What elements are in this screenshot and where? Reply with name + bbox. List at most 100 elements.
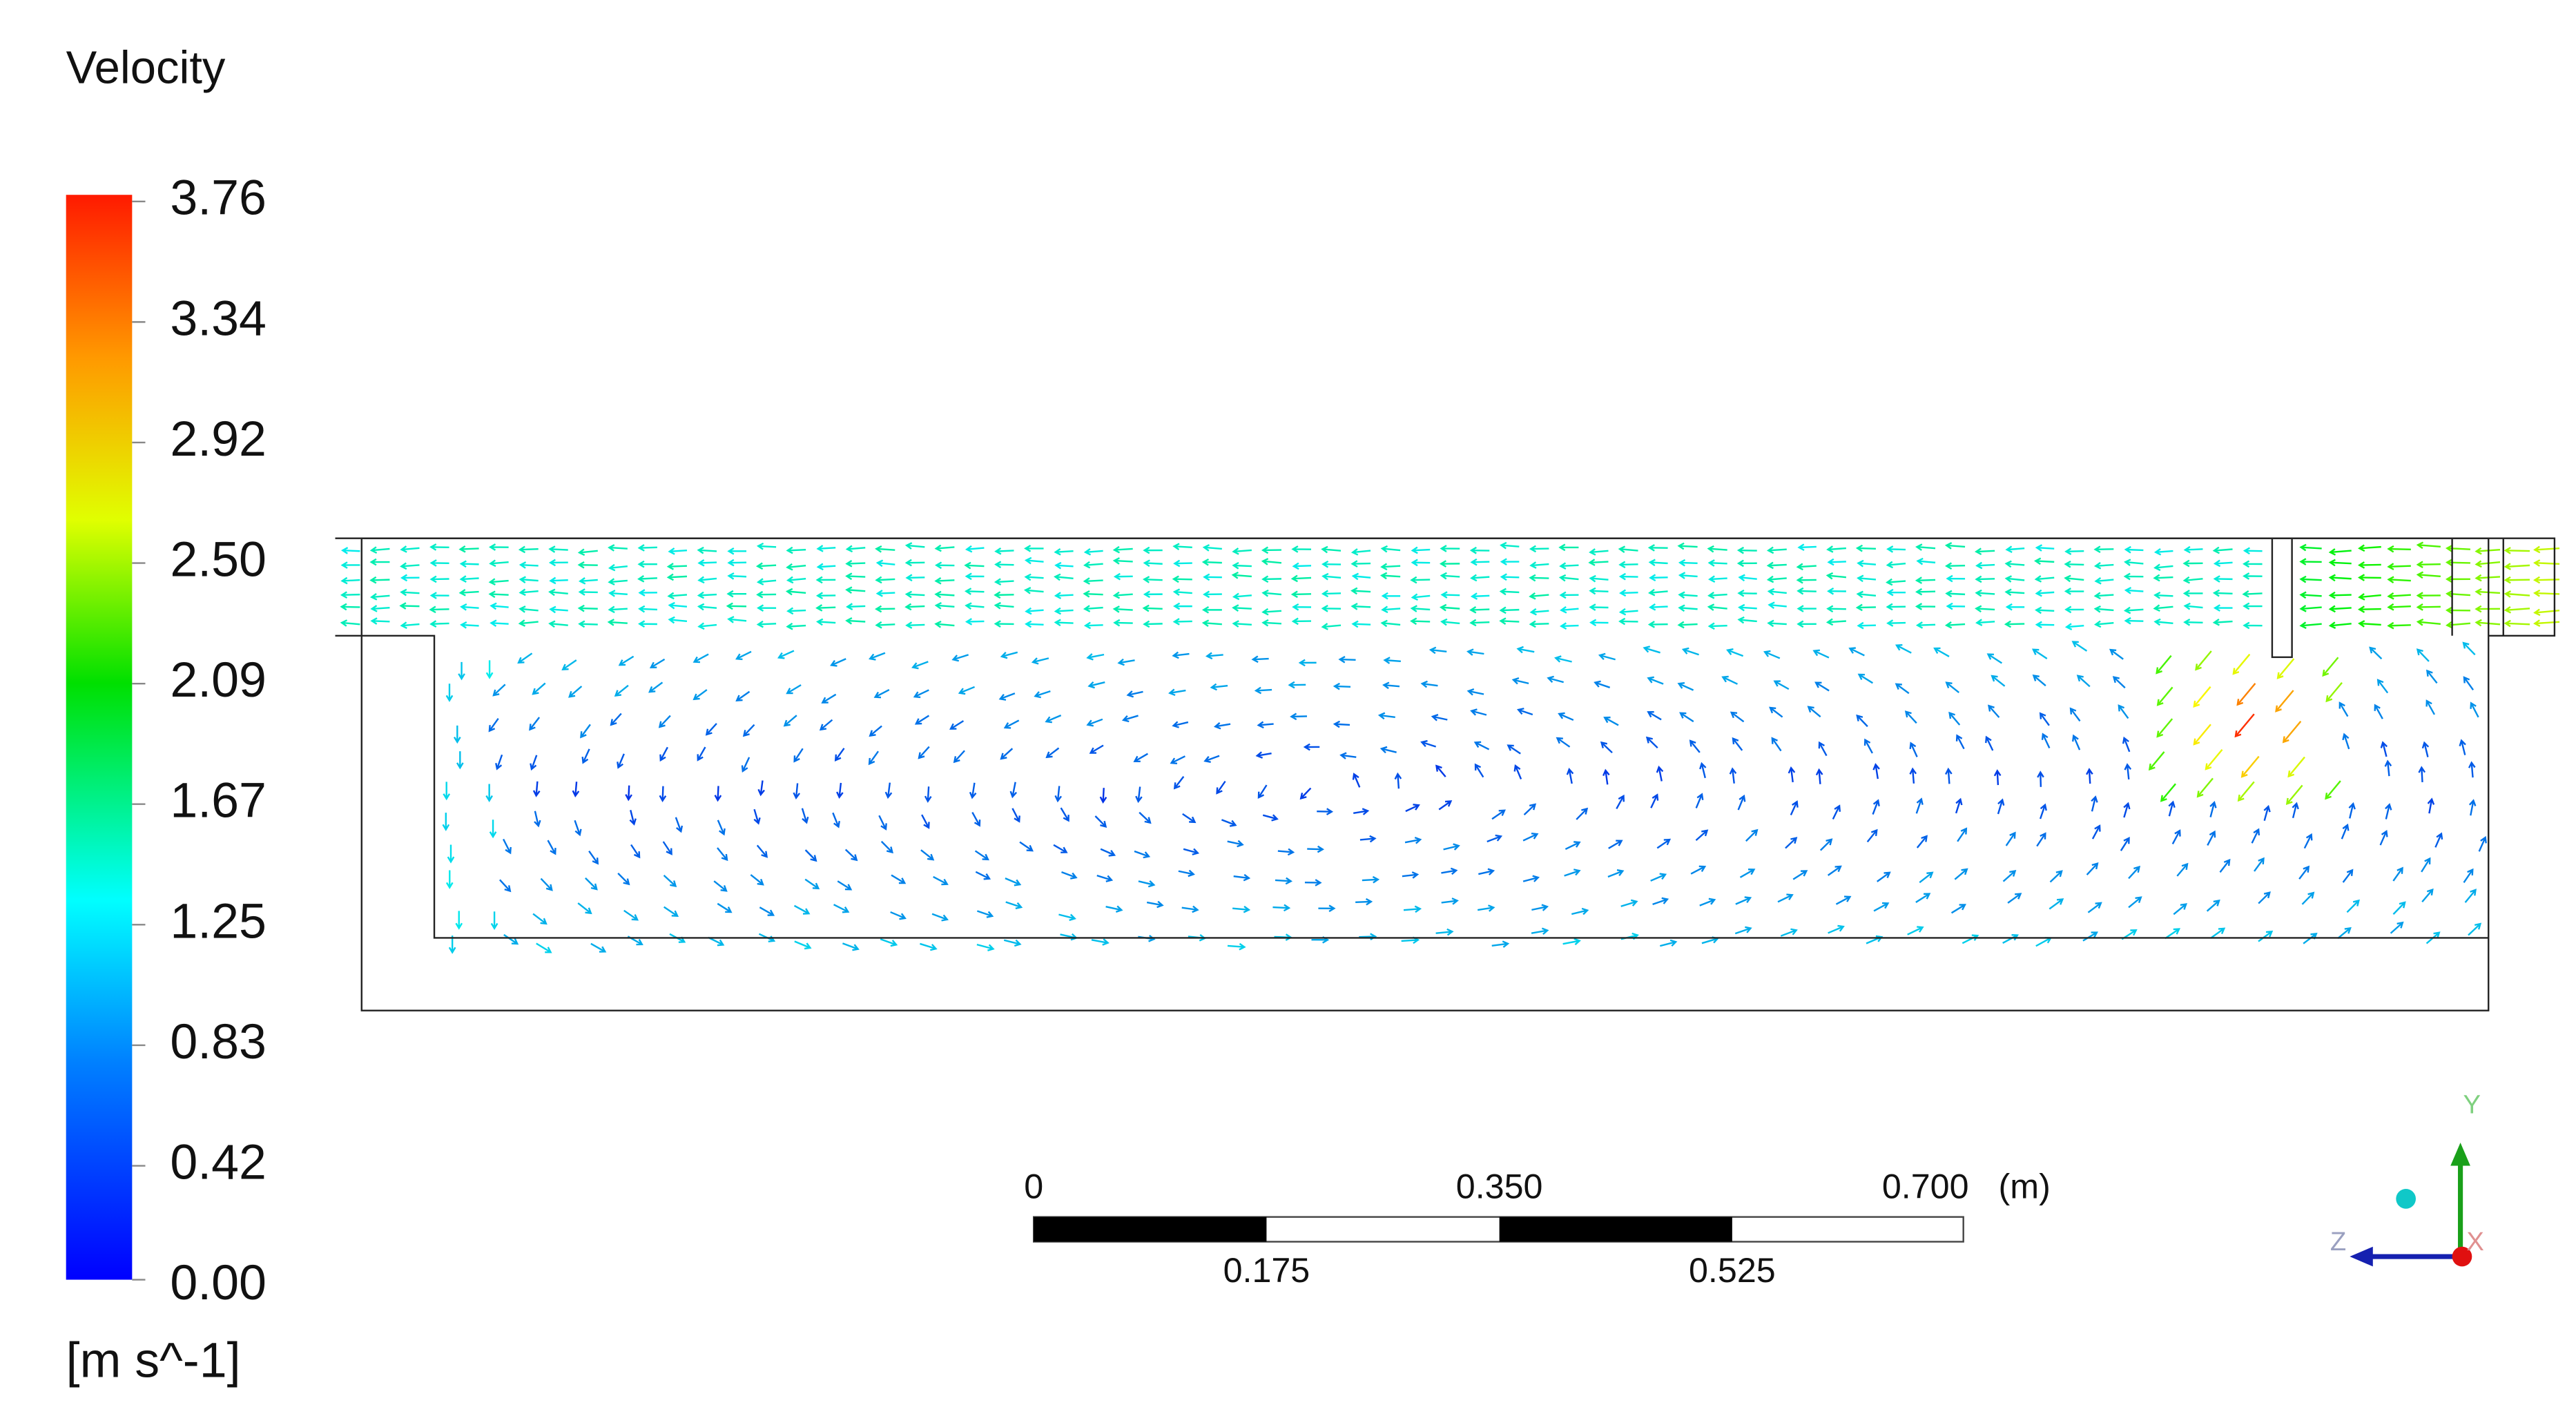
- velocity-vector: [2459, 739, 2466, 755]
- velocity-vector: [1873, 902, 1890, 912]
- velocity-vector: [2328, 559, 2352, 567]
- velocity-vector: [1679, 712, 1694, 723]
- velocity-vector: [1608, 840, 1623, 849]
- velocity-vector: [1172, 588, 1192, 596]
- velocity-vector: [534, 811, 541, 828]
- velocity-vector: [1988, 704, 2000, 718]
- velocity-vector: [1380, 619, 1401, 628]
- velocity-vector: [453, 725, 461, 744]
- velocity-vector: [1985, 735, 1994, 751]
- velocity-vector: [1443, 843, 1460, 851]
- velocity-vector: [1589, 548, 1609, 556]
- velocity-vector: [1380, 545, 1401, 553]
- velocity-vector: [399, 602, 420, 610]
- velocity-vector: [1735, 896, 1752, 905]
- velocity-vector: [2242, 590, 2263, 598]
- velocity-vector: [518, 545, 539, 554]
- velocity-vector: [668, 616, 688, 624]
- velocity-vector: [2243, 572, 2263, 580]
- velocity-vector: [801, 808, 809, 824]
- velocity-vector: [1205, 652, 1223, 660]
- velocity-vector: [1529, 620, 1549, 628]
- velocity-vector: [1350, 548, 1371, 556]
- velocity-vector: [1435, 928, 1454, 936]
- velocity-vector: [1826, 605, 1846, 613]
- velocity-vector: [1142, 576, 1163, 583]
- velocity-vector: [974, 850, 989, 861]
- velocity-vector: [1173, 776, 1185, 790]
- velocity-vector: [1232, 561, 1252, 570]
- legend-title: Velocity: [66, 42, 226, 94]
- velocity-vector: [994, 591, 1014, 599]
- velocity-vector: [994, 561, 1014, 569]
- top-channel: [335, 537, 2556, 637]
- velocity-vector: [830, 658, 846, 667]
- velocity-vector: [2322, 657, 2339, 677]
- velocity-vector: [2210, 927, 2226, 939]
- velocity-vector: [1113, 572, 1133, 581]
- velocity-vector: [1470, 558, 1490, 566]
- velocity-vector: [2035, 544, 2055, 552]
- velocity-vector: [1730, 711, 1745, 723]
- velocity-vector: [1351, 620, 1371, 628]
- velocity-vector: [2243, 602, 2263, 610]
- velocity-vector: [1491, 940, 1510, 948]
- velocity-vector: [965, 572, 985, 581]
- velocity-vector: [785, 588, 806, 596]
- velocity-vector: [2005, 603, 2025, 611]
- velocity-vector: [2416, 571, 2441, 579]
- legend-tick-label: 2.92: [170, 411, 267, 467]
- velocity-vector: [1083, 548, 1103, 556]
- velocity-vector: [1216, 780, 1226, 795]
- velocity-vector: [1359, 835, 1377, 843]
- velocity-vector: [1045, 715, 1062, 724]
- velocity-vector: [975, 871, 991, 880]
- velocity-vector: [1690, 865, 1707, 875]
- view-sphere: [2396, 1188, 2417, 1209]
- velocity-vector: [1333, 682, 1351, 690]
- velocity-vector: [869, 725, 882, 737]
- velocity-vector: [1178, 869, 1195, 878]
- velocity-vector: [1440, 572, 1460, 580]
- velocity-vector: [755, 562, 777, 570]
- velocity-vector: [2425, 669, 2438, 684]
- velocity-vector: [1359, 933, 1377, 941]
- velocity-vector: [1915, 797, 1924, 814]
- velocity-vector: [2533, 545, 2560, 554]
- velocity-vector: [2369, 646, 2383, 660]
- velocity-vector: [2357, 574, 2381, 581]
- velocity-vector: [1699, 898, 1716, 907]
- velocity-vector: [1379, 746, 1397, 754]
- velocity-vector: [1737, 589, 1757, 597]
- velocity-vector: [1232, 592, 1252, 601]
- velocity-vector: [1618, 572, 1638, 581]
- velocity-vector: [845, 586, 866, 594]
- velocity-vector: [2243, 547, 2263, 555]
- velocity-vector: [1603, 716, 1619, 726]
- velocity-vector: [1695, 793, 1704, 808]
- velocity-vector: [2123, 802, 2131, 818]
- velocity-vector: [1620, 899, 1638, 907]
- velocity-vector: [1962, 934, 1979, 944]
- velocity-vector: [2342, 869, 2354, 883]
- velocity-vector: [821, 693, 837, 704]
- velocity-vector: [1089, 744, 1104, 754]
- velocity-vector: [965, 545, 985, 553]
- velocity-vector: [1469, 605, 1490, 614]
- velocity-vector: [1061, 871, 1078, 880]
- velocity-vector: [2128, 896, 2142, 909]
- velocity-vector: [1529, 545, 1549, 553]
- velocity-vector: [1429, 646, 1447, 655]
- velocity-vector: [2276, 658, 2295, 679]
- velocity-vector: [663, 906, 679, 918]
- velocity-vector: [1023, 587, 1044, 594]
- velocity-vector: [1602, 768, 1610, 785]
- velocity-vector: [2468, 761, 2476, 778]
- velocity-vector: [904, 590, 925, 599]
- velocity-vector: [1143, 620, 1163, 628]
- velocity-vector: [1112, 591, 1133, 599]
- velocity-vector: [492, 684, 506, 697]
- velocity-vector: [2387, 603, 2411, 611]
- velocity-vector: [2416, 618, 2441, 626]
- velocity-vector: [964, 561, 985, 570]
